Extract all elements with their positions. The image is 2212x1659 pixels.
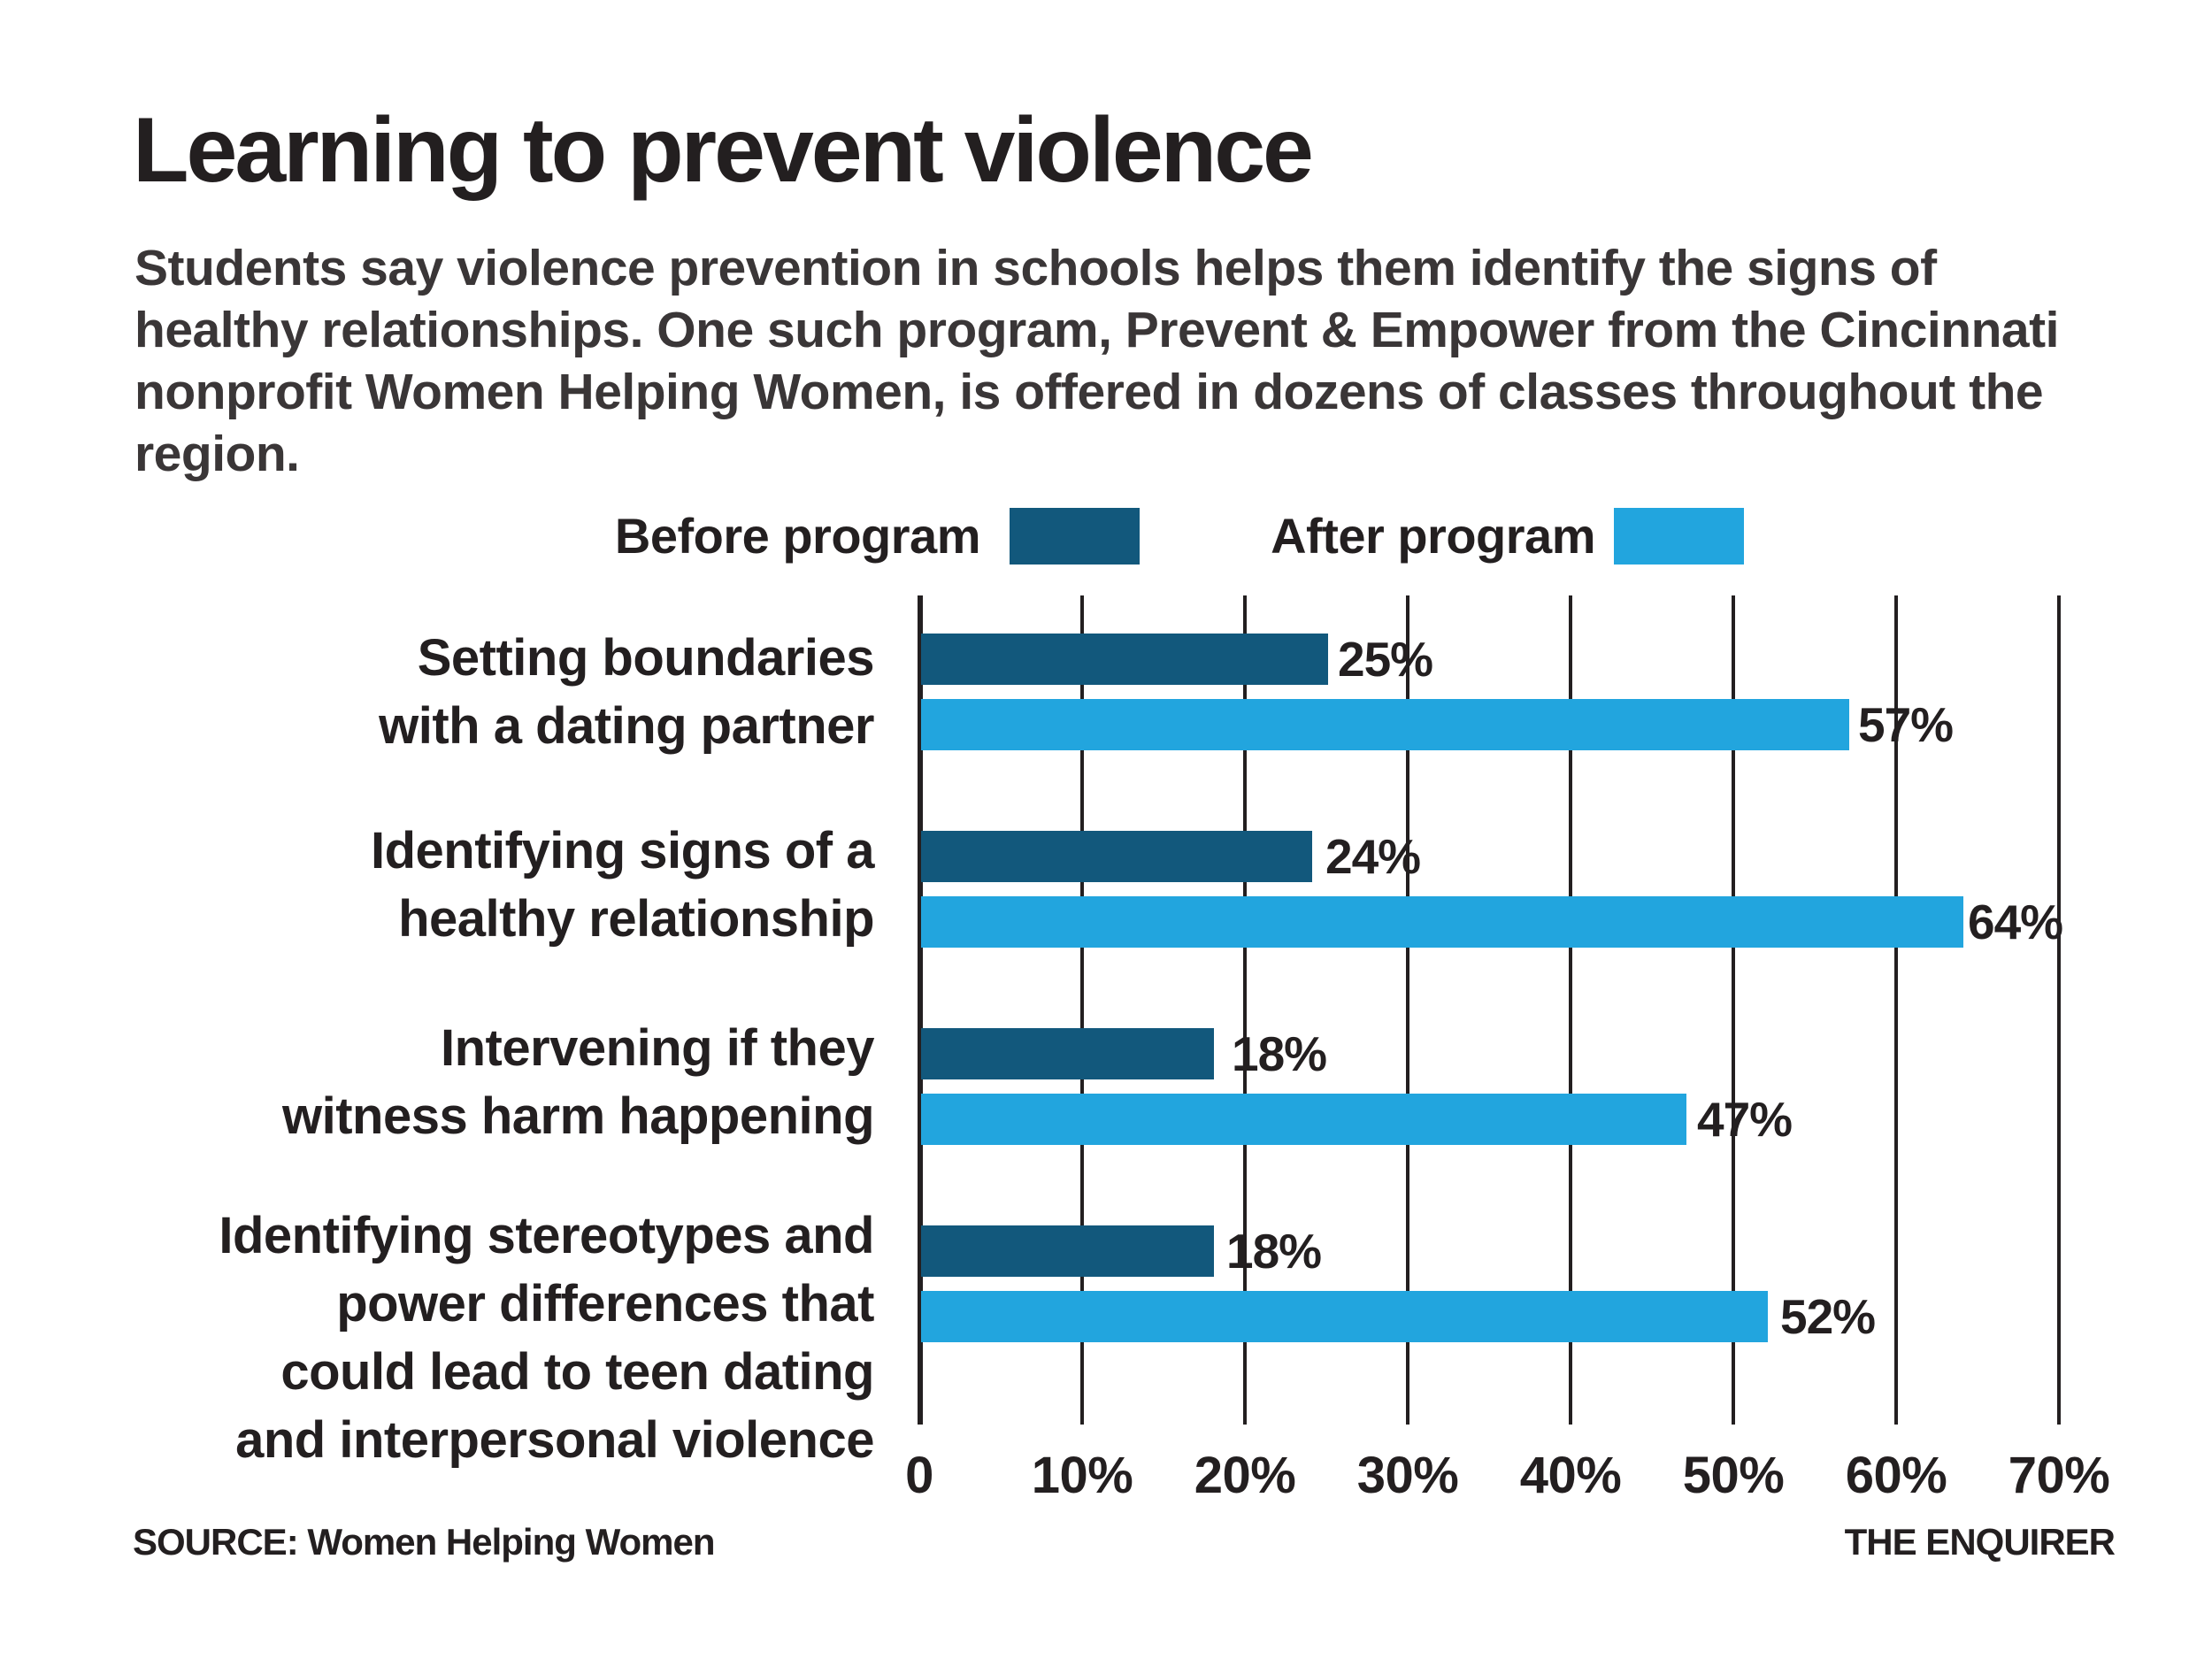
category-label-line: with a dating partner xyxy=(379,697,874,755)
value-label-after: 47% xyxy=(1697,1092,1793,1147)
category-label-line: witness harm happening xyxy=(282,1087,875,1145)
x-tick-label: 20% xyxy=(1194,1447,1296,1504)
publisher-credit: THE ENQUIRER xyxy=(1844,1521,2116,1563)
x-tick-label: 40% xyxy=(1519,1447,1622,1504)
x-tick-label: 0 xyxy=(905,1447,933,1504)
legend-before-swatch xyxy=(1010,508,1140,565)
category-label-line: healthy relationship xyxy=(398,890,874,948)
category-label-line: and interpersonal violence xyxy=(235,1411,874,1469)
x-tick-label: 70% xyxy=(2008,1447,2110,1504)
category-label: Setting boundaries with a dating partner xyxy=(379,624,874,760)
legend-before-label: Before program xyxy=(614,508,981,564)
bar-before xyxy=(921,831,1312,882)
legend-after-swatch xyxy=(1614,508,1744,565)
value-label-before: 25% xyxy=(1338,632,1433,687)
chart-title: Learning to prevent violence xyxy=(133,99,1314,202)
bar-after xyxy=(921,1094,1686,1145)
category-label: Intervening if they witness harm happeni… xyxy=(282,1014,875,1150)
bar-before xyxy=(921,634,1328,685)
x-tick-label: 60% xyxy=(1845,1447,1947,1504)
gridline-60 xyxy=(1894,595,1898,1425)
category-label-line: Identifying signs of a xyxy=(370,822,875,879)
gridline-20 xyxy=(1243,595,1247,1425)
gridline-30 xyxy=(1406,595,1409,1425)
category-label-line: Intervening if they xyxy=(440,1019,875,1077)
bar-after xyxy=(921,896,1963,948)
bar-after xyxy=(921,699,1849,750)
bar-before xyxy=(921,1225,1214,1277)
value-label-after: 64% xyxy=(1968,895,2063,949)
chart-subtitle: Students say violence prevention in scho… xyxy=(134,240,2059,482)
value-label-before: 18% xyxy=(1232,1026,1327,1081)
gridline-10 xyxy=(1080,595,1084,1425)
bar-after xyxy=(921,1291,1768,1342)
x-tick-label: 30% xyxy=(1356,1447,1459,1504)
axis-line-0 xyxy=(918,595,923,1425)
x-tick-label: 50% xyxy=(1682,1447,1785,1504)
value-label-after: 52% xyxy=(1780,1289,1876,1344)
value-label-before: 24% xyxy=(1325,829,1421,884)
gridline-70 xyxy=(2057,595,2061,1425)
category-label-line: could lead to teen dating xyxy=(280,1343,874,1401)
gridline-50 xyxy=(1732,595,1735,1425)
value-label-after: 57% xyxy=(1858,697,1954,752)
source-note: SOURCE: Women Helping Women xyxy=(133,1521,715,1563)
category-label-line: power differences that xyxy=(336,1275,874,1333)
category-label: Identifying signs of a healthy relations… xyxy=(370,817,875,953)
legend-after-label: After program xyxy=(1271,508,1595,564)
x-tick-label: 10% xyxy=(1031,1447,1133,1504)
value-label-before: 18% xyxy=(1226,1224,1322,1279)
category-label: Identifying stereotypes and power differ… xyxy=(219,1202,874,1474)
gridline-40 xyxy=(1569,595,1572,1425)
category-label-line: Identifying stereotypes and xyxy=(219,1207,874,1264)
category-label-line: Setting boundaries xyxy=(417,629,875,687)
bar-before xyxy=(921,1028,1214,1079)
